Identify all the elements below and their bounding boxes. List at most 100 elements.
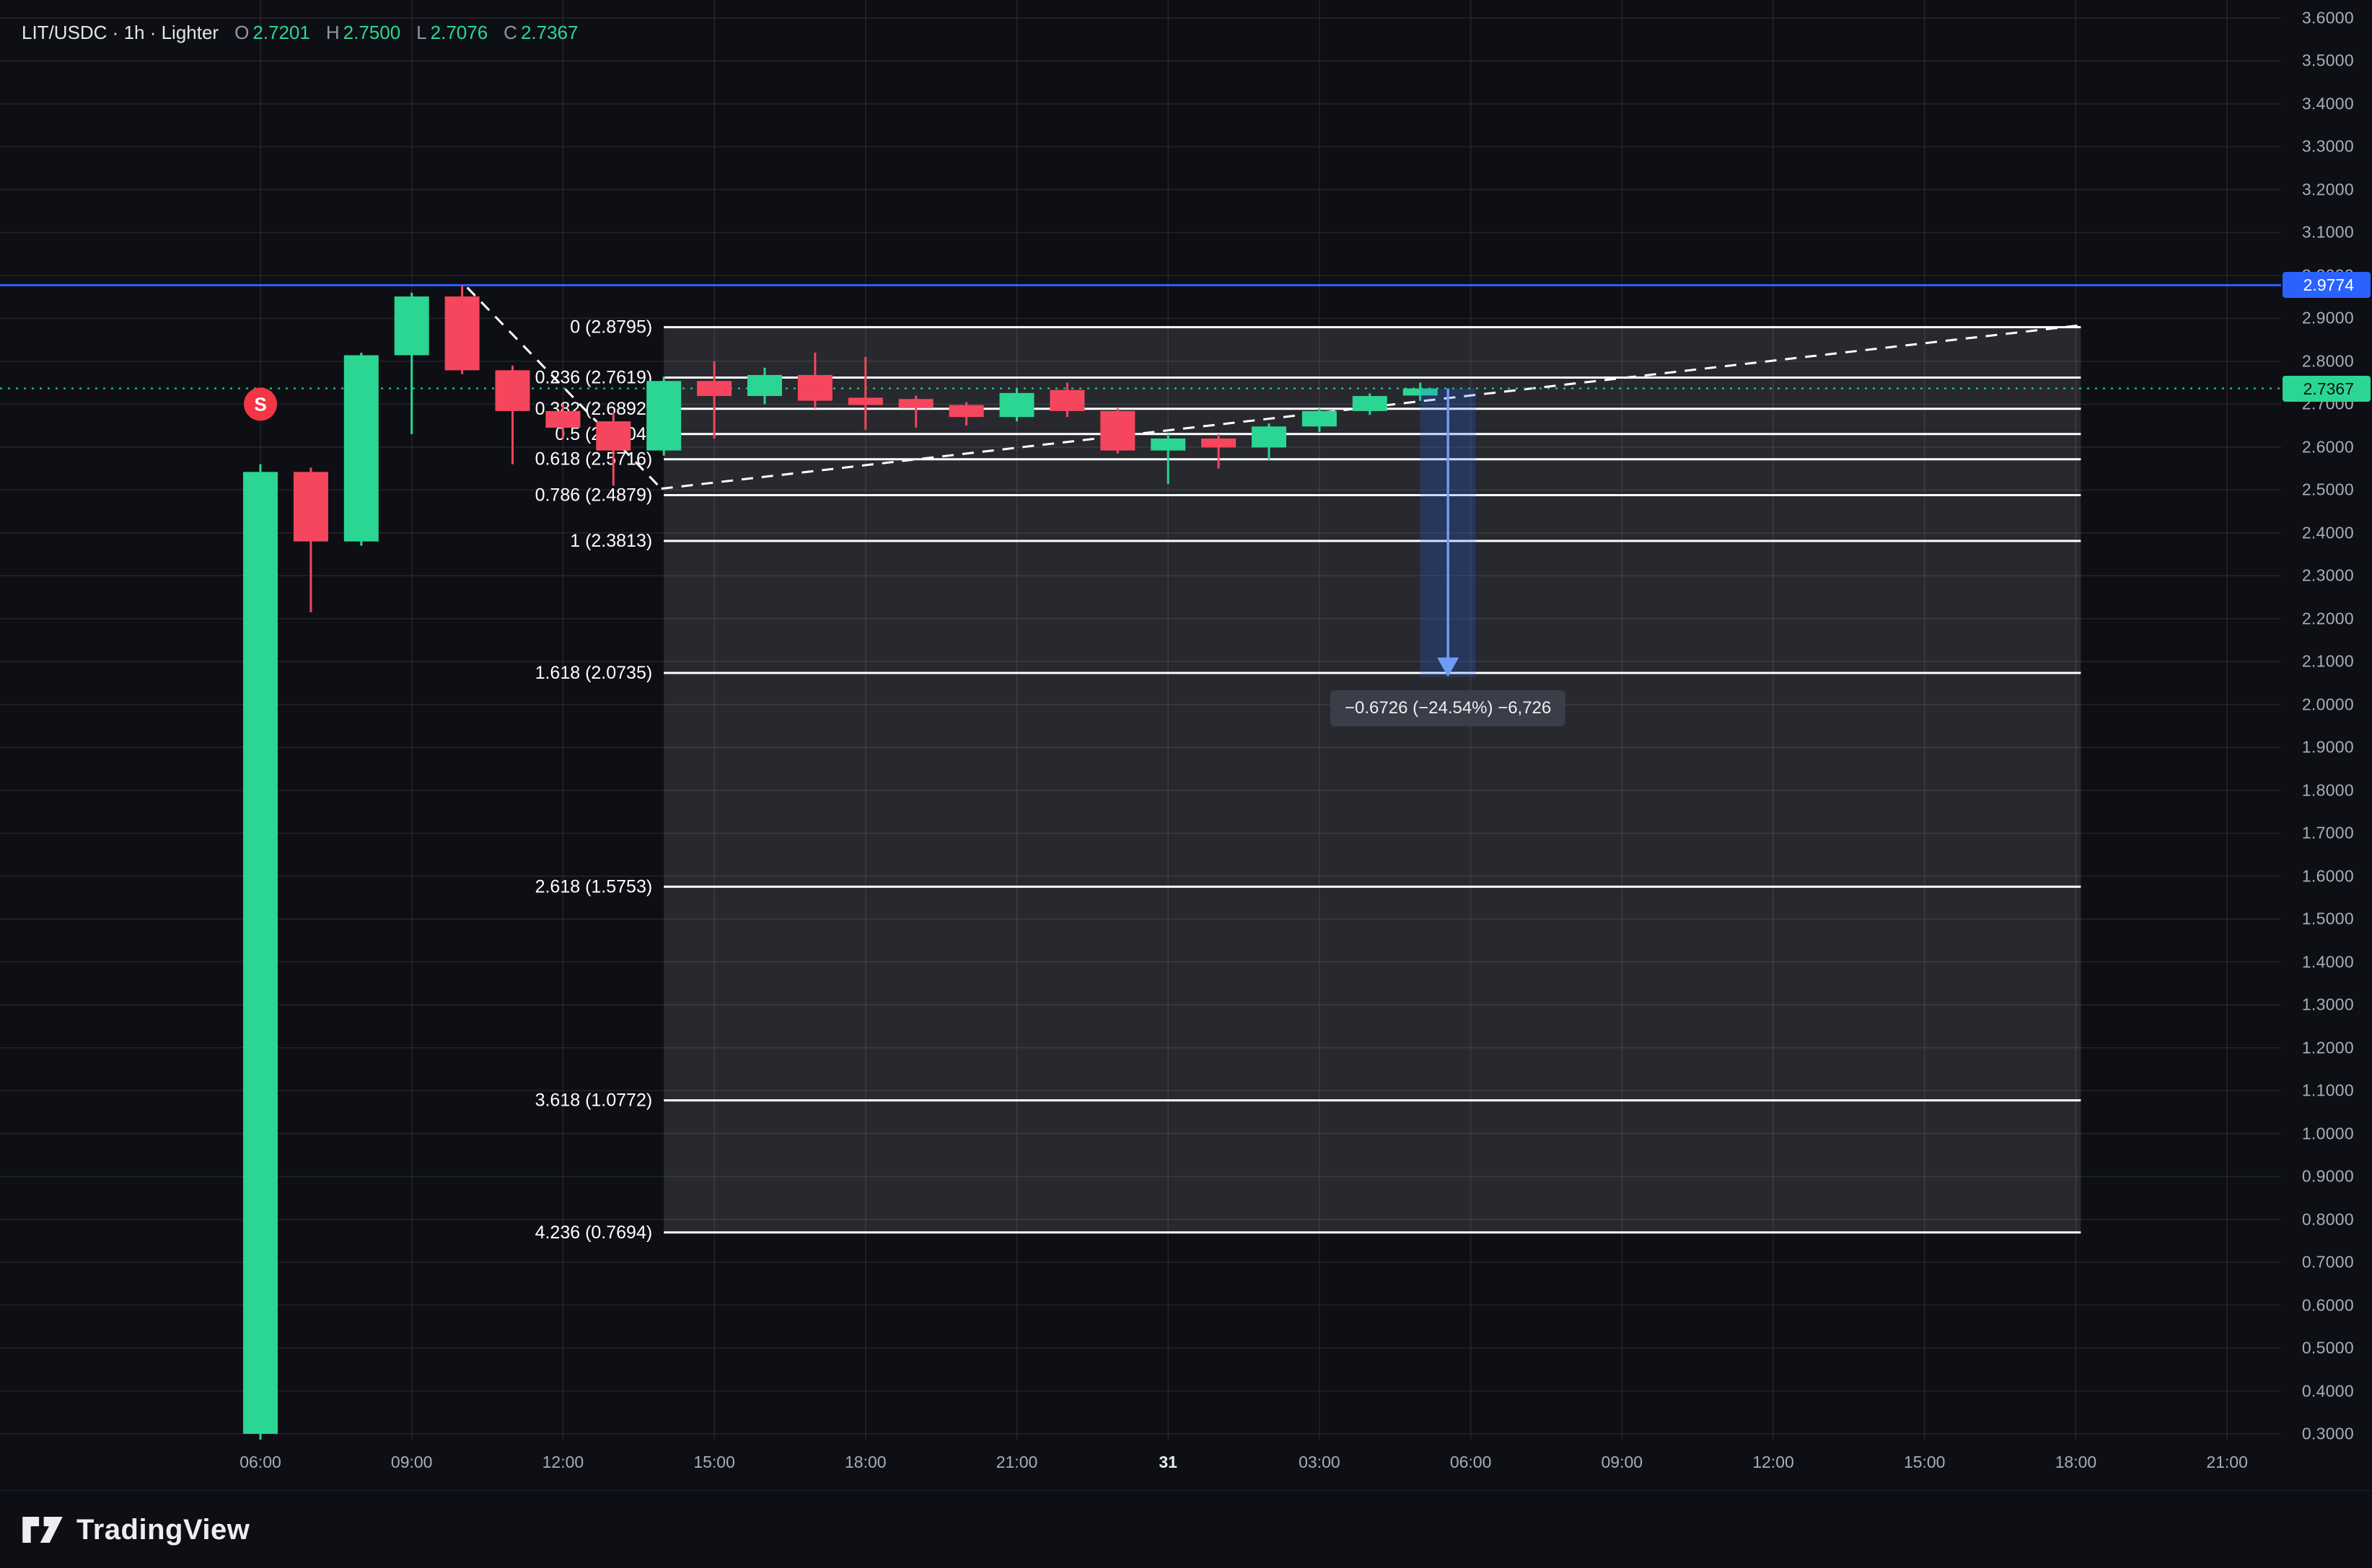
ohlc-high-value: 2.7500 [343,22,401,43]
candle-body [1301,410,1337,427]
tradingview-logo-icon [22,1517,63,1543]
candle-body [1201,438,1236,448]
price-tick: 2.4000 [2301,523,2354,542]
candles [243,285,1438,1440]
price-tick: 0.8000 [2301,1210,2354,1229]
tradingview-logo-text: TradingView [76,1513,250,1546]
fib-label: 1.618 (2.0735) [535,663,653,683]
ohlc-close-key: C [504,22,517,43]
price-tick: 1.3000 [2301,995,2354,1014]
candle-body [495,370,530,411]
time-tick: 18:00 [2055,1453,2097,1471]
price-tick: 1.0000 [2301,1124,2354,1143]
time-tick: 31 [1159,1453,1177,1471]
candle-body [293,472,328,542]
measure-arrow-icon [1437,657,1459,677]
ohlc-low-value: 2.7076 [430,22,488,43]
time-tick: 18:00 [845,1453,887,1471]
time-tick: 06:00 [240,1453,281,1471]
footer-toolbar: TradingView [0,1490,2372,1568]
fib-label: 1 (2.3813) [570,531,652,551]
price-tick: 1.9000 [2301,737,2354,757]
price-tick: 0.6000 [2301,1295,2354,1315]
candle-body [243,472,278,1434]
time-tick: 21:00 [2206,1453,2248,1471]
price-tick: 0.5000 [2301,1338,2354,1357]
tradingview-logo[interactable]: TradingView [20,1513,250,1546]
price-tick: 1.5000 [2301,909,2354,928]
fib-label: 3.618 (1.0772) [535,1091,653,1111]
candle-body [394,296,429,356]
price-tick: 1.4000 [2301,952,2354,972]
ohlc-open-key: O [234,22,250,43]
time-tick: 15:00 [1903,1453,1946,1471]
fib-label: 0.786 (2.4879) [535,485,653,506]
measure-tooltip: −0.6726 (−24.54%) −6,726 [1330,690,1566,726]
price-tick: 3.3000 [2301,136,2354,156]
ohlc-open-value: 2.7201 [252,22,310,43]
price-chart: 0 (2.8795)0.236 (2.7619)0.382 (2.6892)0.… [0,0,2281,1440]
time-tick: 21:00 [996,1453,1038,1471]
fib-zone[interactable] [664,327,2081,1233]
price-tick: 3.5000 [2301,50,2354,70]
price-axis[interactable]: 3.60003.50003.40003.30003.20003.10003.00… [2281,0,2372,1443]
time-tick: 15:00 [693,1453,735,1471]
candle-body [949,405,984,418]
symbol-title: LIT/USDC · 1h · Lighter [22,22,219,43]
price-tick: 0.7000 [2301,1252,2354,1272]
fib-label: 4.236 (0.7694) [535,1223,653,1243]
price-tick: 3.4000 [2301,94,2354,113]
candle-body [1100,410,1136,451]
candle-body [343,355,379,542]
candle-body [898,399,934,408]
price-tick: 2.9000 [2301,308,2354,327]
fib-label: 2.618 (1.5753) [535,876,653,897]
time-tick: 06:00 [1449,1453,1492,1471]
price-tick: 2.3000 [2301,565,2354,585]
price-tick: 2.5000 [2301,480,2354,499]
price-tick: 0.3000 [2301,1424,2354,1443]
time-tick: 12:00 [542,1453,584,1471]
price-tick: 2.8000 [2301,351,2354,371]
price-tick: 2.2000 [2301,609,2354,628]
fib-label: 0 (2.8795) [570,317,652,338]
candle-body [747,374,782,397]
ohlc-high-key: H [325,22,340,43]
price-tick: 1.2000 [2301,1038,2354,1057]
ohlc-close-value: 2.7367 [520,22,579,43]
candle-body [999,392,1035,418]
price-tick: 2.1000 [2301,651,2354,671]
candle-body [1402,388,1438,396]
price-tick: 0.9000 [2301,1166,2354,1186]
ohlc-close: C 2.7367 [504,22,578,44]
sell-marker-label: S [254,393,266,415]
trendline[interactable] [466,286,662,490]
grid [0,0,2281,1440]
symbol-ohlc-header[interactable]: LIT/USDC · 1h · Lighter O 2.7201 H 2.7500 … [22,22,578,44]
sell-marker[interactable]: S [244,387,277,421]
price-tick: 1.7000 [2301,823,2354,842]
candle-body [697,381,732,397]
measure-tool[interactable] [1420,388,1476,677]
ohlc-low: L 2.7076 [416,22,488,44]
price-tick: 0.4000 [2301,1381,2354,1400]
price-tick: 1.6000 [2301,866,2354,886]
fib-retracement[interactable]: 0 (2.8795)0.236 (2.7619)0.382 (2.6892)0.… [535,317,2081,1243]
candle-body [646,381,682,451]
candle-body [1151,438,1186,451]
time-tick: 09:00 [1601,1453,1643,1471]
price-tick: 1.8000 [2301,780,2354,800]
candle-body [596,421,631,451]
price-tick: 2.0000 [2301,695,2354,714]
time-axis[interactable]: 06:00 09:00 12:00 15:00 18:00 21:00 31 03:00 06:… [0,1440,2281,1490]
last-price-tag: 2.7367 [2283,375,2371,402]
price-tick: 3.1000 [2301,222,2354,242]
candle-body [1050,389,1085,411]
ohlc-low-key: L [416,22,427,43]
candle-body [1352,396,1387,411]
candle-body [1252,426,1286,448]
chart-plot-area[interactable]: 0 (2.8795) 0.236 (2.7619) 0.382 (2.6892) 0.… [0,0,2281,1440]
price-tick: 3.2000 [2301,180,2354,199]
fib-label: 0.236 (2.7619) [535,368,653,388]
